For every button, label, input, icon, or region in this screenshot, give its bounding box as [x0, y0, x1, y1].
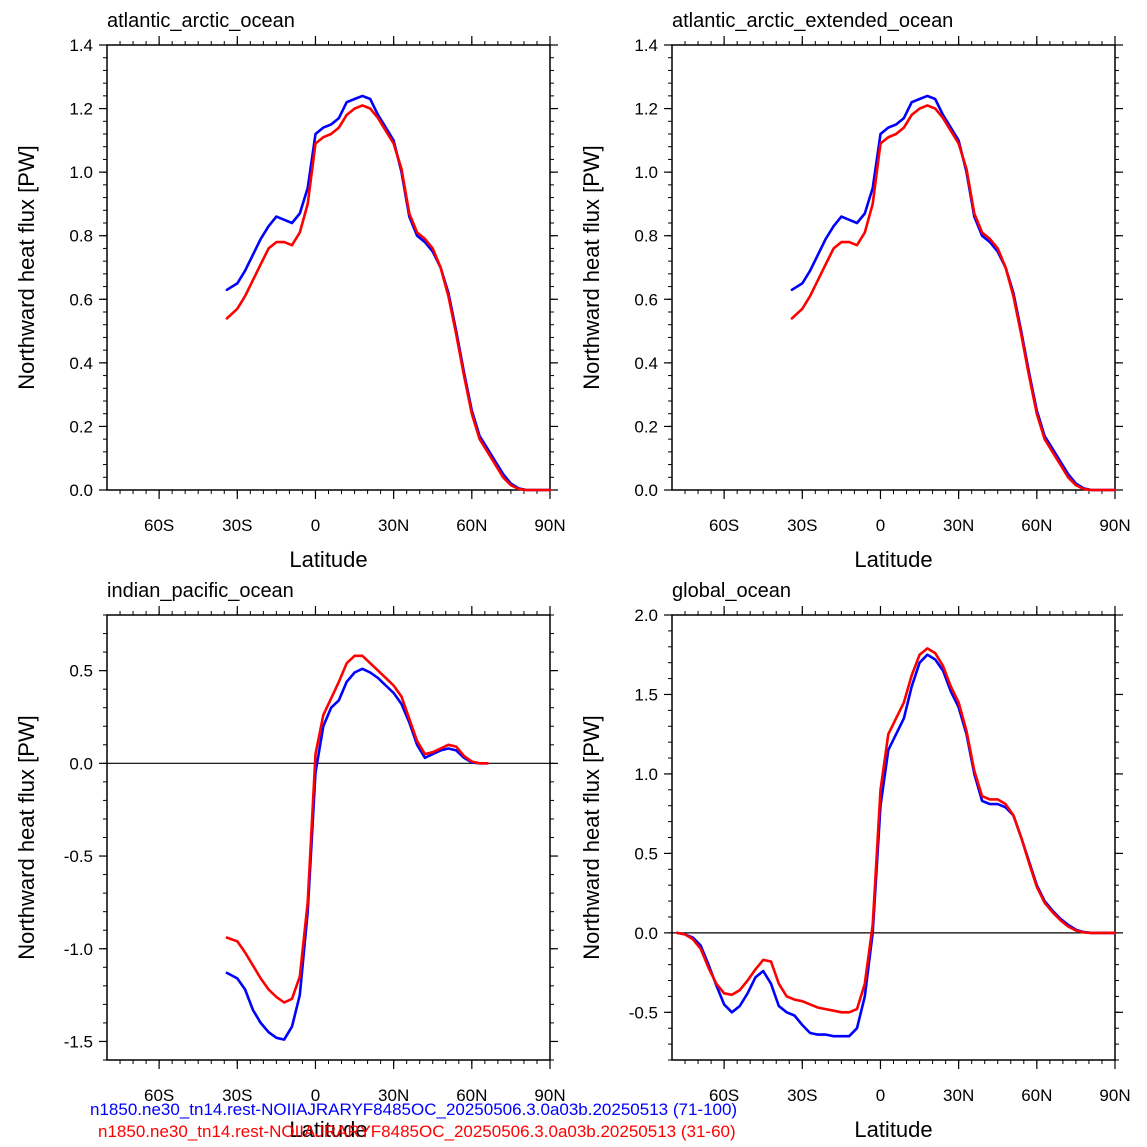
y-tick-label: 0.0	[69, 481, 93, 500]
y-tick-label: 1.2	[634, 100, 658, 119]
x-axis-label: Latitude	[854, 547, 932, 572]
y-tick-label: 0.5	[634, 844, 658, 863]
x-tick-label: 0	[311, 516, 320, 535]
x-tick-label: 90N	[534, 516, 565, 535]
y-tick-label: 0.0	[69, 754, 93, 773]
series-line-red	[225, 104, 552, 492]
chart-title: global_ocean	[672, 580, 791, 602]
x-axis-label: Latitude	[289, 547, 367, 572]
series-line-red	[225, 654, 489, 1004]
x-tick-label: 30N	[943, 516, 974, 535]
y-tick-label: 1.0	[69, 163, 93, 182]
plot-frame	[106, 614, 551, 1061]
y-tick-label: 1.4	[634, 36, 658, 55]
chart-panel-4: global_ocean -0.5 0.0 0.5 1.0 1.5 2.0 60S 30S 0 30…	[579, 580, 1131, 1142]
y-tick-label: -0.5	[64, 847, 93, 866]
series-line-blue	[225, 94, 552, 492]
y-tick-label: 0.8	[69, 227, 93, 246]
y-tick-label: 2.0	[634, 606, 658, 625]
x-tick-label: 0	[876, 516, 885, 535]
legend-entry-run-71-100: n1850.ne30_tn14.rest-NOIIAJRARYF8485OC_2…	[90, 1100, 738, 1119]
y-axis-label: Northward heat flux [PW]	[579, 145, 604, 390]
y-tick-label: 0.0	[634, 924, 658, 943]
x-tick-label: 90N	[1099, 1086, 1130, 1105]
y-axis-label: Northward heat flux [PW]	[14, 715, 39, 960]
series-line-blue	[225, 667, 489, 1041]
y-tick-label: 0.6	[69, 290, 93, 309]
y-tick-label: 0.4	[69, 354, 93, 373]
plot-frame	[671, 614, 1116, 1061]
x-tick-label: 30N	[378, 1086, 409, 1105]
x-tick-label: 60S	[709, 1086, 739, 1105]
x-axis-label: Latitude	[854, 1117, 932, 1142]
y-axis-label: Northward heat flux [PW]	[579, 715, 604, 960]
chart-title: indian_pacific_ocean	[107, 580, 294, 602]
chart-panel-2: atlantic_arctic_extended_ocean 0.0 0.2 0.4 0…	[579, 10, 1131, 572]
x-tick-label: 30S	[222, 516, 252, 535]
series-line-blue	[675, 653, 1117, 1038]
chart-panel-3: indian_pacific_ocean -1.5 -1.0 -0.5 0.0 0.5 60…	[14, 580, 566, 1142]
x-tick-label: 30S	[787, 516, 817, 535]
chart-panel-1: atlantic_arctic_ocean 0.0 0.2 0.4 0.6 0.8 1.0 1…	[14, 10, 566, 572]
x-axis-label: Latitude	[289, 1117, 367, 1142]
y-axis-label: Northward heat flux [PW]	[14, 145, 39, 390]
x-tick-label: 60N	[1021, 516, 1052, 535]
x-tick-label: 60N	[1021, 1086, 1052, 1105]
x-tick-label: 30S	[787, 1086, 817, 1105]
x-tick-label: 0	[311, 1086, 320, 1105]
y-tick-label: 0.0	[634, 481, 658, 500]
y-tick-label: 1.5	[634, 685, 658, 704]
x-tick-label: 90N	[1099, 516, 1130, 535]
y-tick-label: -0.5	[629, 1003, 658, 1022]
y-tick-label: 1.0	[634, 163, 658, 182]
y-tick-label: 0.8	[634, 227, 658, 246]
x-tick-label: 60S	[709, 516, 739, 535]
series-line-red	[790, 104, 1117, 492]
series-line-blue	[790, 94, 1117, 492]
y-tick-label: 0.4	[634, 354, 658, 373]
x-tick-label: 30N	[378, 516, 409, 535]
y-tick-label: 1.2	[69, 100, 93, 119]
y-tick-label: -1.0	[64, 940, 93, 959]
y-tick-label: 0.6	[634, 290, 658, 309]
x-tick-label: 60S	[144, 516, 174, 535]
y-tick-label: 0.5	[69, 662, 93, 681]
y-tick-label: 1.0	[634, 765, 658, 784]
x-tick-label: 90N	[534, 1086, 565, 1105]
plot-frame	[671, 44, 1116, 491]
plot-frame	[106, 44, 551, 491]
legend-entry-run-31-60: n1850.ne30_tn14.rest-NOIIAJRARYF8485OC_2…	[98, 1122, 736, 1141]
x-tick-label: 0	[876, 1086, 885, 1105]
y-tick-label: -1.5	[64, 1032, 93, 1051]
x-tick-label: 60N	[456, 1086, 487, 1105]
chart-title: atlantic_arctic_ocean	[107, 10, 295, 32]
x-tick-label: 60S	[144, 1086, 174, 1105]
x-tick-label: 60N	[456, 516, 487, 535]
y-tick-label: 1.4	[69, 36, 93, 55]
series-line-red	[675, 647, 1117, 1014]
chart-title: atlantic_arctic_extended_ocean	[672, 10, 953, 32]
x-tick-label: 30S	[222, 1086, 252, 1105]
y-tick-label: 0.2	[69, 417, 93, 436]
y-tick-label: 0.2	[634, 417, 658, 436]
x-tick-label: 30N	[943, 1086, 974, 1105]
